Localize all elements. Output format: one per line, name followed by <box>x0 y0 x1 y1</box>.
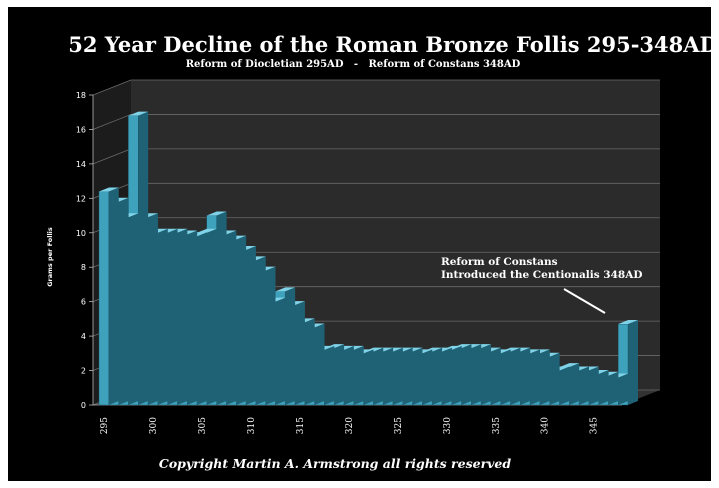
x-tick-label: 330 <box>443 417 453 434</box>
x-tick-label: 340 <box>541 417 551 434</box>
x-tick-label: 310 <box>247 417 257 434</box>
y-tick-label: 6 <box>81 298 86 307</box>
x-tick-label: 345 <box>590 417 600 434</box>
copyright-footer: Copyright Martin A. Armstrong all rights… <box>159 456 511 471</box>
bar <box>618 320 638 406</box>
y-tick-label: 4 <box>81 332 86 341</box>
chart-title: 52 Year Decline of the Roman Bronze Foll… <box>68 32 711 57</box>
chart-background: 52 Year Decline of the Roman Bronze Foll… <box>8 7 711 481</box>
gridline <box>92 79 660 96</box>
y-tick-label: 10 <box>76 229 86 238</box>
y-tick-label: 2 <box>81 367 86 376</box>
x-tick-label: 295 <box>100 417 110 434</box>
y-axis-label: Grams per Follis <box>46 227 54 287</box>
x-tick-label: 315 <box>296 417 306 434</box>
annotation-arrow <box>563 288 606 314</box>
y-tick-label: 18 <box>76 91 86 100</box>
x-tick-label: 300 <box>149 417 159 434</box>
bar <box>98 187 119 406</box>
x-tick-label: 305 <box>198 417 208 434</box>
y-tick-label: 12 <box>76 194 86 203</box>
y-tick-label: 8 <box>81 263 86 272</box>
x-tick-label: 320 <box>345 417 355 434</box>
x-tick-label: 325 <box>394 417 404 434</box>
bars <box>98 111 638 406</box>
chart-subtitle: Reform of Diocletian 295AD - Reform of C… <box>186 59 521 70</box>
chart: 52 Year Decline of the Roman Bronze Foll… <box>46 32 711 471</box>
y-tick-label: 14 <box>76 160 86 169</box>
x-tick-label: 335 <box>492 417 502 434</box>
y-tick-label: 16 <box>76 125 86 134</box>
y-tick-label: 0 <box>81 401 86 410</box>
annotation-line-1: Reform of Constans <box>441 256 558 268</box>
x-axis-ticks: 295 300 305 310 315 320 325 330 335 340 345 <box>100 417 600 434</box>
annotation-line-2: Introduced the Centionalis 348AD <box>441 269 642 281</box>
gridline <box>92 114 660 130</box>
